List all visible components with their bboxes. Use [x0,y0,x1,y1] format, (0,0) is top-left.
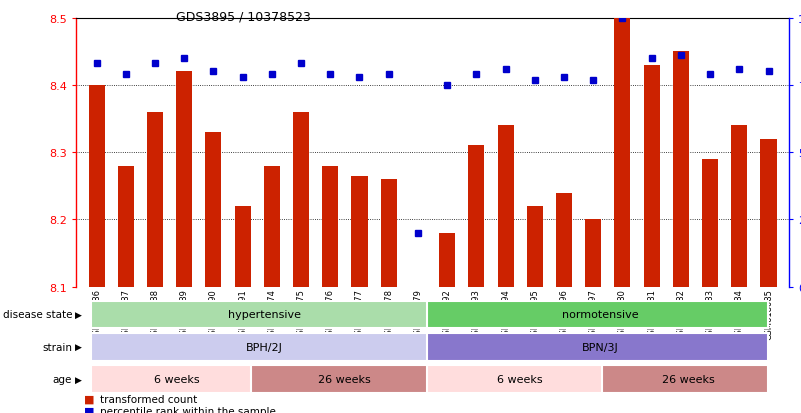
Bar [147,113,163,287]
Bar [235,206,251,287]
Bar [264,166,280,287]
Bar [702,159,718,287]
Text: GDS3895 / 10378523: GDS3895 / 10378523 [176,10,311,23]
Bar [427,301,768,328]
Text: hypertensive: hypertensive [227,310,300,320]
Bar [427,333,768,361]
Text: BPH/2J: BPH/2J [246,342,283,352]
Bar [91,333,432,361]
Bar [556,193,572,287]
Text: ■: ■ [84,394,95,404]
Bar [602,366,768,393]
Text: 26 weeks: 26 weeks [318,374,371,384]
Text: age: age [53,374,72,384]
Text: ▶: ▶ [74,342,82,351]
Text: disease state: disease state [2,310,72,320]
Bar [497,126,513,287]
Bar [439,233,455,287]
Bar [293,113,309,287]
Text: ▶: ▶ [74,375,82,384]
Bar [527,206,543,287]
Bar [176,72,192,287]
Text: BPN/3J: BPN/3J [582,342,618,352]
Bar [427,366,607,393]
Bar [118,166,134,287]
Bar [89,86,105,287]
Text: 26 weeks: 26 weeks [662,374,714,384]
Bar [586,220,602,287]
Bar [352,176,368,287]
Bar [673,52,689,287]
Bar [469,146,485,287]
Bar [731,126,747,287]
Bar [205,133,221,287]
Text: strain: strain [42,342,72,352]
Bar [644,66,660,287]
Text: 6 weeks: 6 weeks [154,374,199,384]
Bar [252,366,432,393]
Bar [91,301,432,328]
Bar [760,140,776,287]
Text: 6 weeks: 6 weeks [497,374,543,384]
Text: ▶: ▶ [74,310,82,319]
Text: normotensive: normotensive [562,310,638,320]
Bar [322,166,338,287]
Bar [91,366,256,393]
Bar [614,19,630,287]
Text: percentile rank within the sample: percentile rank within the sample [100,406,276,413]
Text: transformed count: transformed count [100,394,197,404]
Text: ■: ■ [84,406,95,413]
Bar [380,180,396,287]
